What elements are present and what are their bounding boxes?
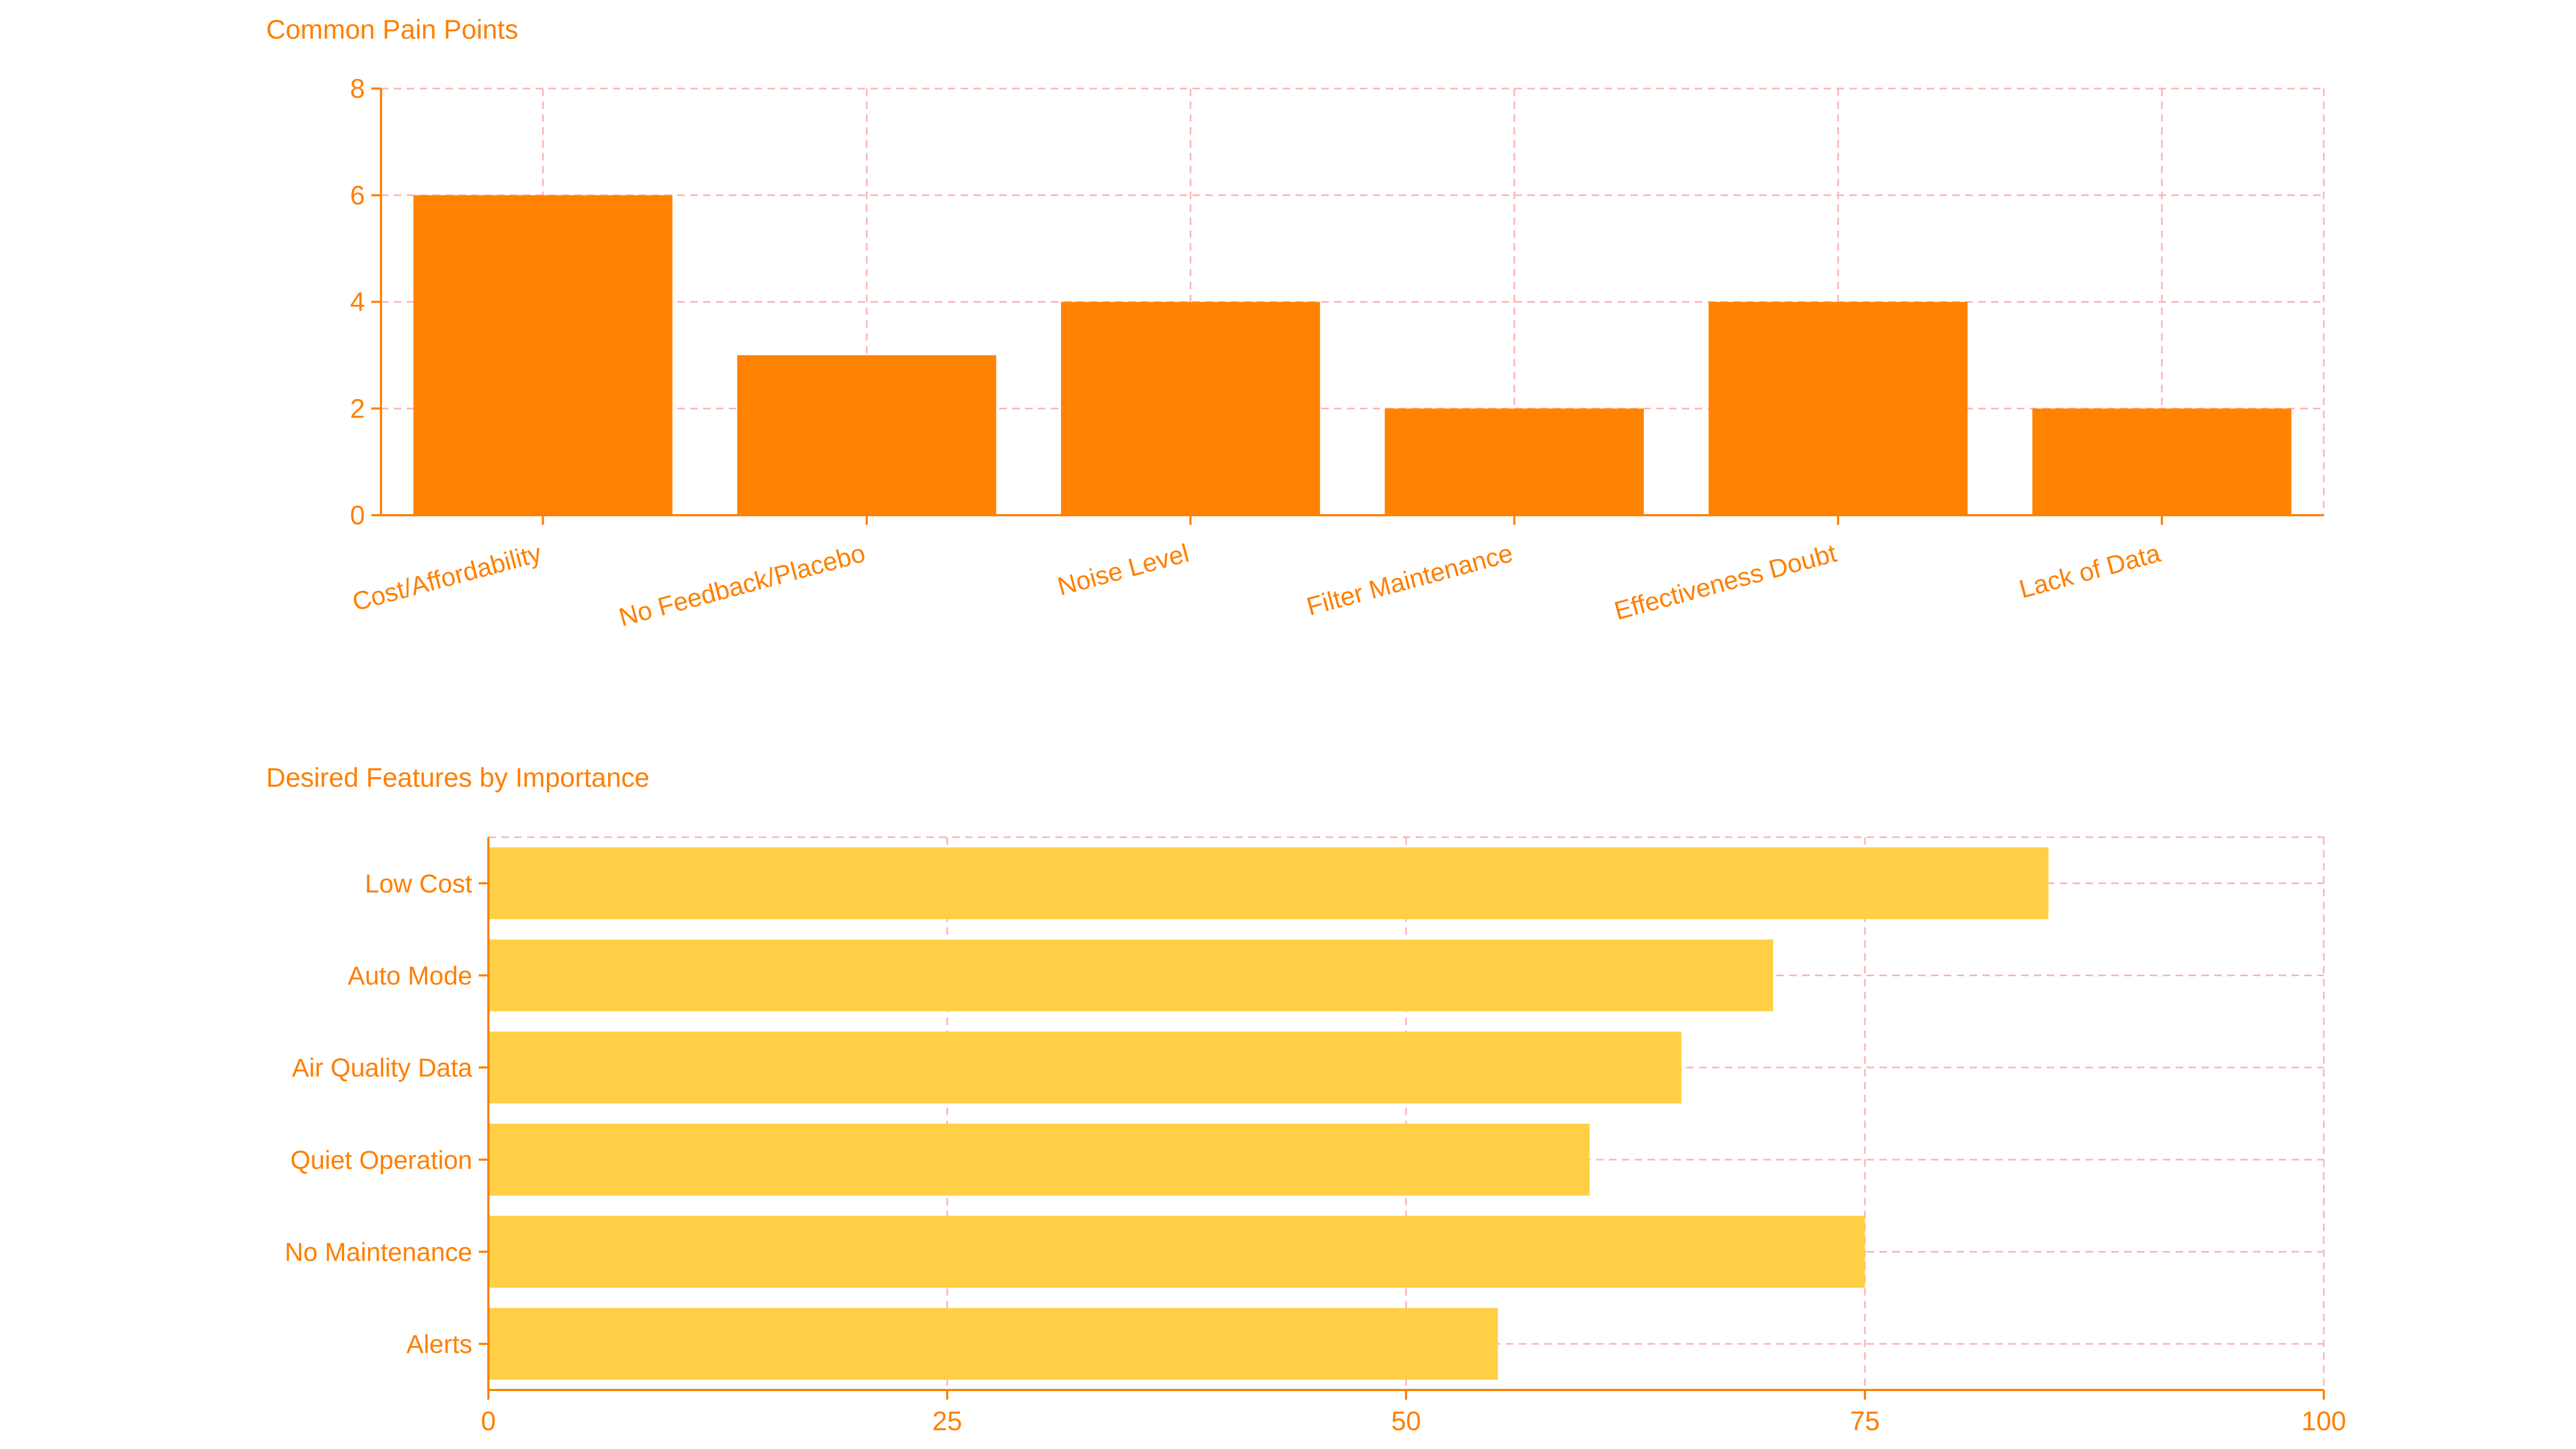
x-tick-label: Noise Level bbox=[1055, 539, 1192, 601]
y-tick-label: 2 bbox=[350, 393, 365, 423]
x-tick-label: 25 bbox=[932, 1406, 962, 1436]
desired-features-chart: Low Cost Auto Mode Air Quality Data Quiet O… bbox=[284, 836, 2346, 1436]
bar bbox=[413, 195, 672, 515]
y-tick-label: Quiet Operation bbox=[290, 1146, 472, 1175]
bar bbox=[488, 1031, 1681, 1104]
x-tick-label: No Feedback/Placebo bbox=[616, 539, 868, 632]
y-tick-label: Low Cost bbox=[365, 870, 472, 898]
x-tick-label: 0 bbox=[481, 1406, 496, 1436]
y-tick-label: Air Quality Data bbox=[292, 1054, 472, 1082]
y-tick-label: 6 bbox=[350, 180, 365, 210]
x-tick-label: 100 bbox=[2301, 1406, 2346, 1436]
bar bbox=[488, 939, 1773, 1012]
x-tick-label: 75 bbox=[1850, 1406, 1880, 1436]
bar bbox=[1061, 302, 1320, 515]
x-tick-label: 50 bbox=[1391, 1406, 1421, 1436]
y-tick-label: 0 bbox=[350, 500, 365, 530]
y-tick-label: 8 bbox=[350, 74, 365, 104]
y-tick-label: No Maintenance bbox=[284, 1239, 472, 1267]
y-tick-label: Auto Mode bbox=[348, 962, 472, 991]
x-tick-label: Lack of Data bbox=[2016, 539, 2163, 604]
x-tick-label: Effectiveness Doubt bbox=[1612, 539, 1840, 625]
chart-title-desired-features: Desired Features by Importance bbox=[266, 763, 650, 793]
bar bbox=[2032, 408, 2292, 515]
pain-points-chart: 0 2 4 6 8 Cost/Affordability No Feedback/Place… bbox=[349, 74, 2325, 632]
x-tick-label: Cost/Affordability bbox=[349, 539, 544, 617]
bar bbox=[488, 1216, 1865, 1288]
bar bbox=[488, 1308, 1498, 1380]
x-tick-label: Filter Maintenance bbox=[1304, 539, 1516, 621]
bar bbox=[1708, 302, 1968, 515]
bar bbox=[737, 355, 997, 515]
bar bbox=[488, 847, 2048, 919]
bar bbox=[1385, 408, 1644, 515]
y-tick-label: 4 bbox=[350, 287, 365, 317]
bar bbox=[488, 1123, 1590, 1196]
chart-title-pain-points: Common Pain Points bbox=[266, 14, 518, 45]
y-tick-label: Alerts bbox=[406, 1330, 472, 1359]
